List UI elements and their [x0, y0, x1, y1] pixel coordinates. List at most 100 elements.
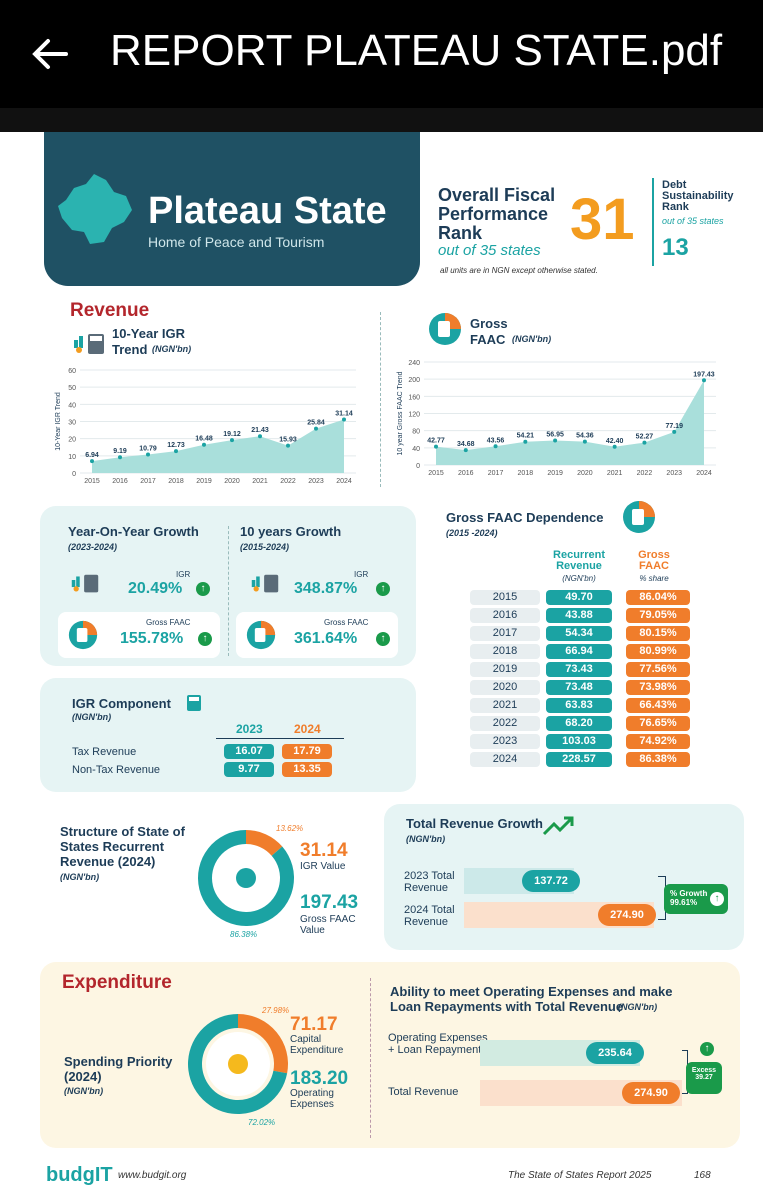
total-revenue-growth-panel: Total Revenue Growth (NGN'bn) 2023 Total…: [384, 804, 744, 950]
yoy-faac-card: Gross FAAC 155.78% ↑: [58, 612, 220, 658]
dependence-revenue: 73.43: [546, 662, 612, 677]
excess-label: Excess: [691, 1067, 717, 1074]
y-tick-label: 40: [412, 446, 420, 453]
data-label: 56.95: [546, 432, 564, 439]
data-label: 16.48: [195, 436, 213, 443]
ability-row1-label: Operating Expenses + Loan Repayments: [388, 1032, 488, 1056]
area-series: [436, 380, 704, 465]
structure-faac-pct: 86.38%: [230, 930, 258, 939]
y-tick-label: 160: [408, 394, 420, 401]
fiscal-rank-value: 31: [570, 187, 635, 252]
fiscal-rank-out-of: out of 35 states: [438, 242, 541, 259]
state-banner: Plateau State Home of Peace and Tourism: [44, 132, 420, 286]
dependence-year: 2024: [470, 752, 540, 767]
ten-igr-value: 348.87%: [294, 580, 358, 597]
y-tick-label: 240: [408, 360, 420, 367]
debt-rank-title: Debt Sustainability Rank: [662, 179, 734, 213]
ability-value2: 274.90: [622, 1082, 680, 1104]
dependence-revenue: 43.88: [546, 608, 612, 623]
divider: [228, 526, 229, 656]
spending-donut-chart: [187, 1014, 288, 1114]
data-point: [642, 440, 647, 445]
trg-row2-label: 2024 Total Revenue: [404, 904, 455, 928]
y-tick-label: 80: [412, 429, 420, 436]
data-point: [202, 442, 206, 447]
dependence-share: 76.65%: [626, 716, 690, 731]
y-tick-label: 0: [72, 471, 76, 478]
data-point: [174, 449, 178, 454]
data-label: 21.43: [251, 427, 269, 434]
dependence-share: 80.99%: [626, 644, 690, 659]
data-point: [672, 429, 677, 434]
trend-up-icon: [542, 816, 574, 836]
data-point: [523, 439, 528, 444]
x-tick-label: 2017: [140, 478, 156, 485]
dependence-share: 86.38%: [626, 752, 690, 767]
dependence-revenue: 66.94: [546, 644, 612, 659]
dependence-share: 79.05%: [626, 608, 690, 623]
data-point: [90, 459, 94, 464]
excess-badge: Excess 39.27: [686, 1062, 722, 1094]
up-arrow-icon: ↑: [376, 582, 390, 596]
dependence-revenue: 63.83: [546, 698, 612, 713]
data-label: 54.36: [576, 433, 594, 440]
up-arrow-icon: ↑: [196, 582, 210, 596]
x-tick-label: 2017: [488, 470, 504, 477]
donut-slice: [238, 1014, 288, 1074]
calculator-chart-icon: [74, 334, 104, 354]
igr-component-title: IGR Component: [72, 696, 171, 711]
x-tick-label: 2023: [666, 470, 682, 477]
dependence-col1-unit: (NGN'bn): [562, 574, 596, 583]
dependence-year: 2020: [470, 680, 540, 695]
data-label: 52.27: [636, 434, 654, 441]
faac-pie-icon: [623, 501, 655, 533]
state-tagline: Home of Peace and Tourism: [148, 234, 325, 250]
state-name: Plateau State: [148, 190, 387, 232]
spending-cap-pct: 27.98%: [262, 1006, 290, 1015]
center-icon: [236, 868, 256, 888]
data-label: 25.84: [307, 420, 325, 427]
back-arrow-icon[interactable]: [30, 34, 70, 74]
x-tick-label: 2023: [308, 478, 324, 485]
dependence-share: 80.15%: [626, 626, 690, 641]
divider: [370, 978, 371, 1138]
non-tax-revenue-label: Non-Tax Revenue: [72, 764, 161, 776]
spending-op-pct: 72.02%: [248, 1118, 276, 1127]
data-point: [493, 444, 498, 449]
data-label: 9.19: [113, 448, 127, 455]
growth-panel: Year-On-Year Growth (2023-2024) 10 years…: [40, 506, 416, 666]
dependence-revenue: 49.70: [546, 590, 612, 605]
footer-url[interactable]: www.budgit.org: [118, 1170, 187, 1181]
yoy-faac-value: 155.78%: [120, 630, 184, 647]
y-tick-label: 10: [68, 454, 76, 461]
structure-igr-value: 31.14: [300, 840, 348, 861]
x-tick-label: 2019: [547, 470, 563, 477]
ability-unit: (NGN'bn): [618, 1002, 658, 1012]
faac-chart-title2: FAAC: [470, 332, 506, 347]
data-point: [702, 378, 706, 383]
ten-igr-label: IGR: [354, 570, 369, 579]
igr-trend-chart: 0 10 20 30 40 50 60 10-Year IGR Trend 6.94 2015 9.…: [55, 368, 356, 485]
dependence-year: 2022: [470, 716, 540, 731]
dependence-share: 86.04%: [626, 590, 690, 605]
non-tax-revenue-2024: 13.35: [282, 762, 332, 777]
data-point: [342, 417, 346, 422]
dependence-revenue: 228.57: [546, 752, 612, 767]
spending-title: Spending Priority (2024): [64, 1054, 173, 1084]
x-tick-label: 2018: [168, 478, 184, 485]
dependence-share: 74.92%: [626, 734, 690, 749]
trg-growth-badge: % Growth 99.61% ↑: [664, 884, 728, 914]
center-icon: [228, 1054, 248, 1074]
dependence-col1: Recurrent Revenue: [553, 549, 605, 572]
y-tick-label: 120: [408, 412, 420, 419]
data-point: [582, 439, 587, 444]
igr-component-panel: IGR Component (NGN'bn) 2023 2024 Tax Rev…: [40, 678, 416, 792]
data-point: [434, 444, 438, 449]
y-tick-label: 40: [68, 402, 76, 409]
ten-year-title: 10 years Growth: [240, 524, 342, 539]
x-tick-label: 2015: [84, 478, 100, 485]
capital-expenditure-value: 71.17: [290, 1014, 338, 1035]
dependence-revenue: 54.34: [546, 626, 612, 641]
data-label: 10.79: [139, 445, 157, 452]
faac-chart-unit: (NGN'bn): [512, 334, 552, 344]
